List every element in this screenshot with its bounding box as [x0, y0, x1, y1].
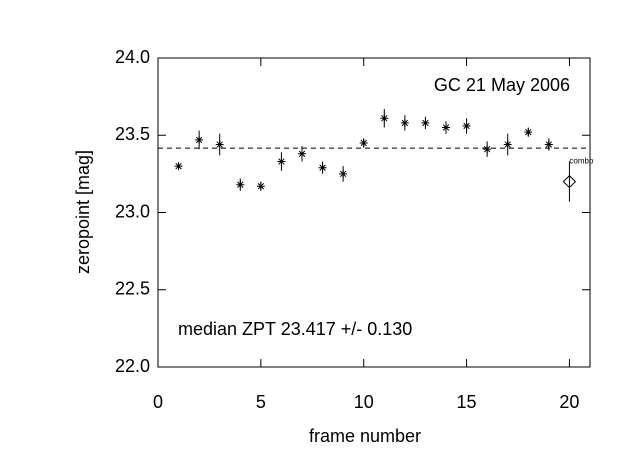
point — [359, 138, 368, 147]
point — [339, 169, 348, 178]
point — [256, 182, 265, 191]
combo-label: combo — [569, 157, 594, 166]
point — [400, 118, 409, 127]
point — [195, 135, 204, 144]
x-tick-label: 15 — [457, 392, 477, 412]
point — [442, 123, 450, 132]
y-tick-label: 23.5 — [115, 124, 150, 144]
x-tick-label: 20 — [559, 392, 579, 412]
y-tick-label: 24.0 — [115, 47, 150, 67]
point — [215, 140, 224, 149]
point — [380, 114, 389, 123]
point — [524, 128, 533, 137]
x-tick-label: 0 — [153, 392, 163, 412]
annotation: GC 21 May 2006 — [434, 75, 570, 95]
y-axis-label: zeropoint [mag] — [73, 150, 93, 274]
point — [318, 163, 327, 172]
point — [503, 140, 512, 149]
annotation: median ZPT 23.417 +/- 0.130 — [178, 319, 412, 339]
point — [277, 157, 286, 166]
combo-point — [562, 174, 577, 189]
point — [174, 162, 183, 171]
x-axis-label: frame number — [309, 426, 421, 446]
point — [544, 140, 553, 149]
y-tick-label: 22.0 — [115, 356, 150, 376]
point — [236, 180, 245, 189]
point — [298, 149, 306, 158]
point — [421, 118, 430, 127]
point — [462, 121, 471, 130]
x-tick-label: 10 — [354, 392, 374, 412]
point — [483, 145, 492, 154]
x-tick-label: 5 — [256, 392, 266, 412]
y-tick-label: 22.5 — [115, 279, 150, 299]
y-tick-label: 23.0 — [115, 201, 150, 221]
